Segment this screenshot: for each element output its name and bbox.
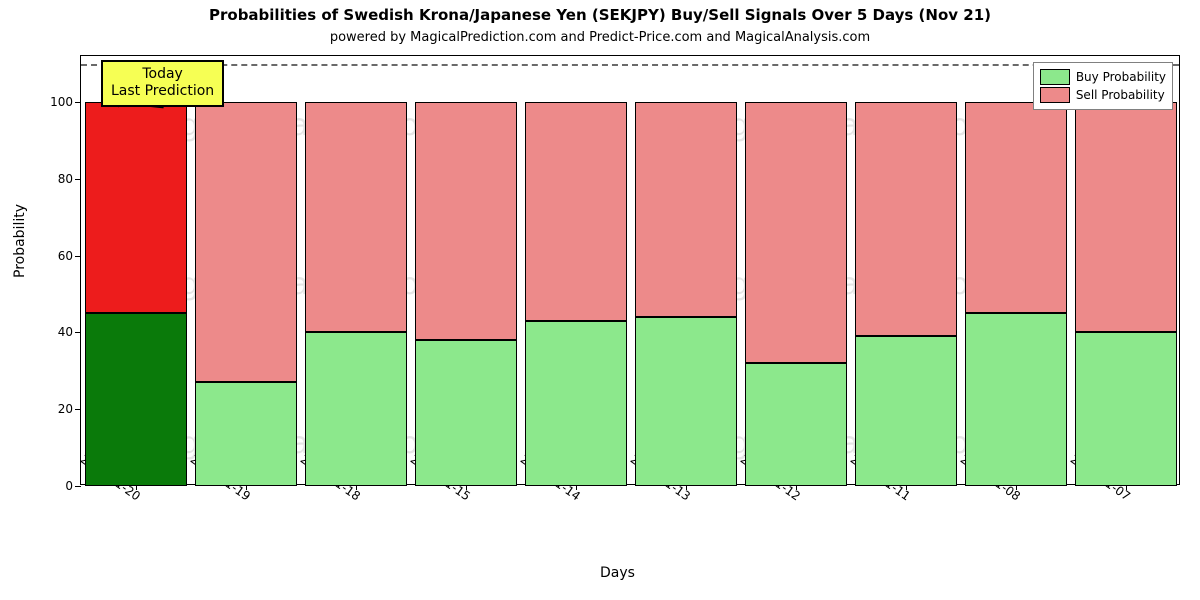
legend-label: Sell Probability	[1076, 88, 1165, 102]
y-tick-label: 20	[58, 402, 73, 416]
y-tick-label: 40	[58, 325, 73, 339]
legend-label: Buy Probability	[1076, 70, 1166, 84]
legend-swatch	[1040, 87, 1070, 103]
chart-subtitle: powered by MagicalPrediction.com and Pre…	[0, 30, 1200, 45]
legend-item: Buy Probability	[1040, 69, 1166, 85]
y-tick	[75, 486, 81, 487]
annotation-today: TodayLast Prediction	[101, 60, 224, 107]
legend-item: Sell Probability	[1040, 87, 1166, 103]
annotation-arrow	[81, 56, 1181, 486]
chart-title: Probabilities of Swedish Krona/Japanese …	[0, 6, 1200, 24]
plot-area: 020406080100MagicalAnalysis.comMagicalAn…	[80, 55, 1180, 485]
x-axis-label: Days	[600, 565, 635, 581]
y-tick-label: 60	[58, 249, 73, 263]
y-tick-label: 80	[58, 172, 73, 186]
y-tick-label: 100	[50, 95, 73, 109]
chart-container: Probabilities of Swedish Krona/Japanese …	[0, 0, 1200, 600]
y-tick-label: 0	[65, 479, 73, 493]
legend: Buy Probability Sell Probability	[1033, 62, 1173, 110]
legend-swatch	[1040, 69, 1070, 85]
